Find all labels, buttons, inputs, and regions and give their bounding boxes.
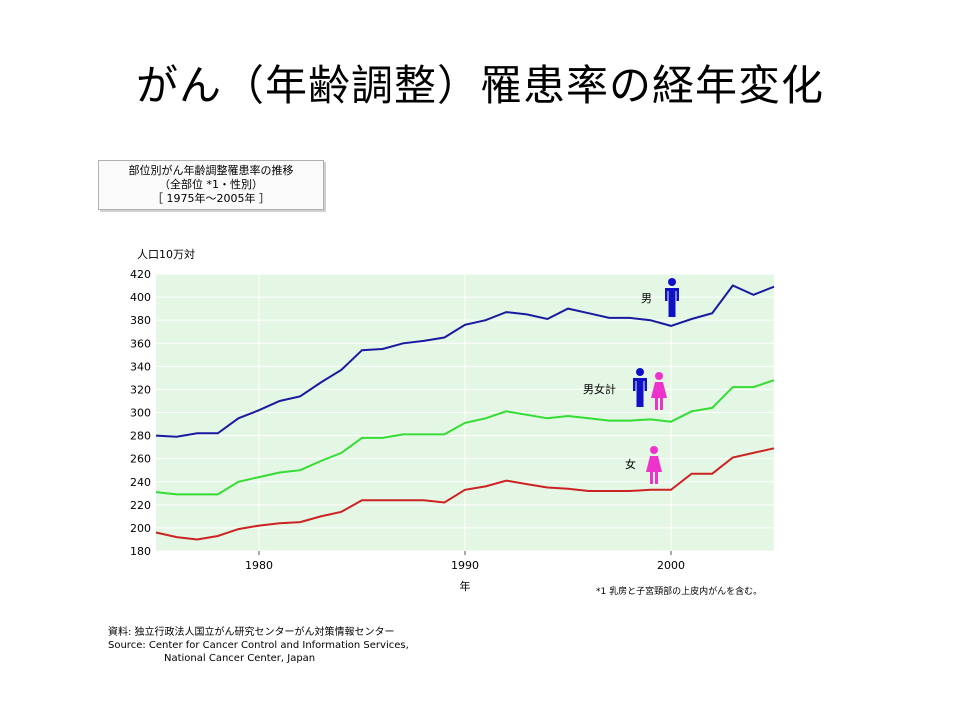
caption-line-2: （全部位 *1・性別） [159, 178, 263, 191]
chart-caption-box: 部位別がん年齢調整罹患率の推移 （全部位 *1・性別） ［ 1975年〜2005… [98, 160, 324, 210]
y-tick-label: 360 [130, 337, 151, 350]
y-tick-label: 260 [130, 453, 151, 466]
y-tick-label: 220 [130, 499, 151, 512]
male-female-figures-icon [633, 368, 647, 407]
source-line-2: Source: Center for Cancer Control and In… [108, 640, 409, 651]
male-figure-icon [665, 278, 679, 317]
y-tick-label: 400 [130, 291, 151, 304]
y-tick-label: 180 [130, 545, 151, 558]
series-line-2 [155, 447, 775, 541]
slide-title: がん（年齢調整）罹患率の経年変化 [135, 61, 824, 110]
x-tick-label: 1990 [451, 559, 479, 572]
y-tick-label: 380 [130, 314, 151, 327]
footnote: *1 乳房と子宮頸部の上皮内がんを含む。 [596, 587, 763, 597]
y-tick-label: 200 [130, 522, 151, 535]
series-label-male: 男 [641, 292, 652, 305]
x-axis-label: 年 [459, 580, 471, 593]
y-tick-label: 240 [130, 476, 151, 489]
caption-line-3: ［ 1975年〜2005年 ］ [152, 192, 270, 205]
x-tick-label: 1980 [245, 559, 273, 572]
source-note: 資料: 独立行政法人国立がん研究センターがん対策情報センター Source: C… [108, 626, 409, 665]
x-tick-label: 2000 [657, 559, 685, 572]
y-tick-label: 340 [130, 360, 151, 373]
series-line-0 [155, 284, 775, 438]
source-line-3: National Cancer Center, Japan [164, 653, 316, 664]
y-tick-label: 420 [130, 268, 151, 281]
y-tick-label: 280 [130, 430, 151, 443]
caption-line-1: 部位別がん年齢調整罹患率の推移 [128, 164, 294, 177]
female-figure-icon [646, 446, 662, 484]
series-label-total: 男女計 [583, 383, 616, 396]
female-figure-icon [651, 372, 667, 410]
series-label-female: 女 [625, 458, 636, 471]
y-tick-label: 300 [130, 407, 151, 420]
y-axis-unit-label: 人口10万対 [137, 248, 195, 261]
y-tick-label: 320 [130, 383, 151, 396]
series-line-1 [155, 379, 775, 496]
source-line-1: 資料: 独立行政法人国立がん研究センターがん対策情報センター [108, 627, 395, 638]
